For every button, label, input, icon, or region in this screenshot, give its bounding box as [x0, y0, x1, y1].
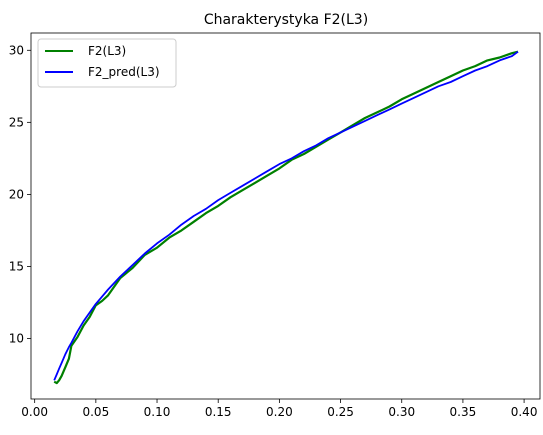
- legend: F2(L3) F2_pred(L3): [37, 38, 177, 88]
- y-axis: 10 15 20 25 30: [9, 43, 31, 345]
- x-tick-label: 0.05: [82, 405, 109, 419]
- x-tick-label: 0.25: [327, 405, 354, 419]
- x-tick-label: 0.30: [388, 405, 415, 419]
- x-tick-label: 0.00: [21, 405, 48, 419]
- y-tick-label: 10: [9, 331, 24, 345]
- y-tick-label: 30: [9, 43, 24, 57]
- x-tick-label: 0.10: [144, 405, 171, 419]
- series-layer: [53, 50, 519, 385]
- x-tick-label: 0.15: [205, 405, 232, 419]
- plot-area-frame: [30, 32, 541, 400]
- series-line-f2-pred: [53, 50, 519, 381]
- y-tick-label: 20: [9, 187, 24, 201]
- chart-title: Charakterystyka F2(L3): [204, 12, 368, 28]
- series-line-f2: [53, 50, 519, 385]
- x-tick-label: 0.35: [450, 405, 477, 419]
- x-tick-label: 0.20: [266, 405, 293, 419]
- x-tick-label: 0.40: [511, 405, 538, 419]
- y-tick-label: 25: [9, 115, 24, 129]
- legend-label-f2: F2(L3): [88, 44, 126, 58]
- x-axis: 0.00 0.05 0.10 0.15 0.20 0.25 0.30 0.35 0.40: [21, 399, 537, 419]
- y-tick-label: 15: [9, 259, 24, 273]
- legend-label-f2-pred: F2_pred(L3): [88, 65, 160, 79]
